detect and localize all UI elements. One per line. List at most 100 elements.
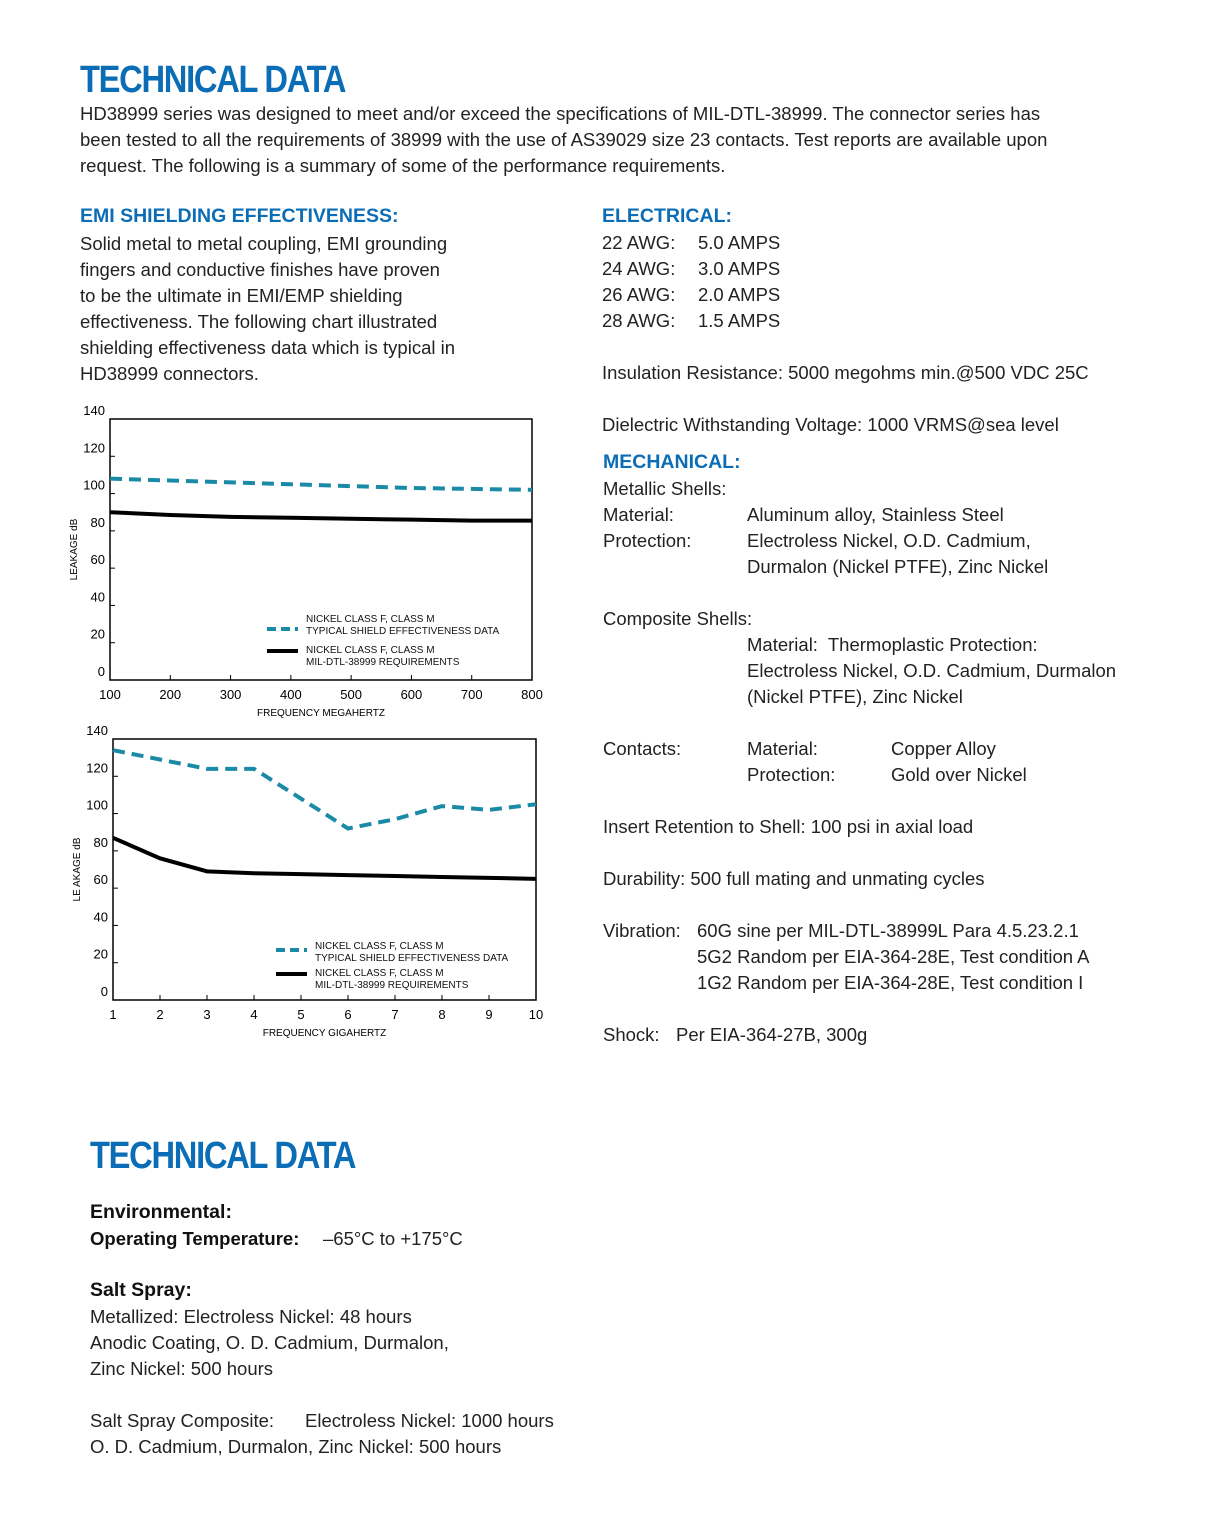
value: 1G2 Random per EIA-364-28E, Test conditi… bbox=[697, 972, 1084, 993]
heading: Salt Spray: bbox=[90, 1279, 192, 1301]
label: Protection: bbox=[603, 530, 692, 551]
label: Protection: bbox=[747, 764, 836, 785]
x-tick-label: 1 bbox=[109, 1007, 116, 1022]
label: 28 AWG: bbox=[602, 310, 676, 331]
y-axis-label: LEAKAGE dB bbox=[69, 518, 80, 580]
value: Electroless Nickel: 1000 hours bbox=[305, 1410, 554, 1431]
x-tick-label: 2 bbox=[156, 1007, 163, 1022]
plot-frame bbox=[109, 418, 533, 681]
heading: EMI SHIELDING EFFECTIVENESS: bbox=[80, 205, 399, 227]
value: Gold over Nickel bbox=[891, 764, 1027, 785]
value: Copper Alloy bbox=[891, 738, 996, 759]
y-tick-label: 100 bbox=[83, 478, 105, 493]
value: Electroless Nickel, O.D. Cadmium, bbox=[747, 530, 1031, 551]
y-tick-label: 120 bbox=[83, 440, 105, 455]
label: 26 AWG: bbox=[602, 284, 676, 305]
y-tick-label: 60 bbox=[94, 872, 108, 887]
x-tick-label: 100 bbox=[99, 687, 121, 702]
legend-label: NICKEL CLASS F, CLASS M MIL-DTL-38999 RE… bbox=[306, 645, 460, 668]
x-tick-label: 800 bbox=[521, 687, 543, 702]
value: 1.5 AMPS bbox=[698, 310, 781, 331]
intro: been tested to all the requirements of 3… bbox=[80, 129, 1048, 150]
text: Metallized: Electroless Nickel: 48 hours bbox=[90, 1306, 412, 1327]
x-tick-label: 5 bbox=[297, 1007, 304, 1022]
text: to be the ultimate in EMI/EMP shielding bbox=[80, 285, 403, 306]
x-tick-label: 700 bbox=[461, 687, 483, 702]
series-line bbox=[109, 510, 532, 523]
label: 24 AWG: bbox=[602, 258, 676, 279]
label: Salt Spray Composite: bbox=[90, 1410, 275, 1431]
value: 5.0 AMPS bbox=[698, 232, 781, 253]
label: Operating Temperature: bbox=[90, 1228, 300, 1249]
legend-label: NICKEL CLASS F, CLASS M MIL-DTL-38999 RE… bbox=[315, 968, 469, 991]
x-tick-label: 300 bbox=[220, 687, 242, 702]
y-tick-label: 20 bbox=[94, 947, 108, 962]
label: Vibration: bbox=[603, 920, 681, 941]
x-tick-label: 500 bbox=[340, 687, 362, 702]
y-axis-label: LE AKAGE dB bbox=[72, 837, 83, 901]
text: Solid metal to metal coupling, EMI groun… bbox=[80, 233, 448, 254]
x-tick-label: 3 bbox=[203, 1007, 210, 1022]
text: Insert Retention to Shell: 100 psi in ax… bbox=[603, 816, 974, 837]
x-tick-label: 4 bbox=[250, 1007, 257, 1022]
y-tick-label: 80 bbox=[91, 515, 105, 530]
y-tick-label: 120 bbox=[86, 760, 108, 775]
series-line bbox=[112, 748, 537, 831]
value: 3.0 AMPS bbox=[698, 258, 781, 279]
x-tick-label: 200 bbox=[159, 687, 181, 702]
title: TECHNICAL DATA bbox=[90, 1135, 356, 1177]
text: shielding effectiveness data which is ty… bbox=[80, 337, 456, 358]
text: effectiveness. The following chart illus… bbox=[80, 311, 438, 332]
x-tick-label: 9 bbox=[485, 1007, 492, 1022]
y-tick-label: 60 bbox=[91, 552, 105, 567]
title: TECHNICAL DATA bbox=[80, 59, 346, 101]
heading: ELECTRICAL: bbox=[602, 205, 732, 227]
value: –65°C to +175°C bbox=[323, 1228, 463, 1249]
legend-label: NICKEL CLASS F, CLASS M TYPICAL SHIELD E… bbox=[306, 614, 500, 637]
text: Anodic Coating, O. D. Cadmium, Durmalon, bbox=[90, 1332, 449, 1353]
text: Insulation Resistance: 5000 megohms min.… bbox=[602, 362, 1089, 383]
heading: MECHANICAL: bbox=[603, 451, 741, 473]
x-tick-label: 10 bbox=[529, 1007, 543, 1022]
text: Zinc Nickel: 500 hours bbox=[90, 1358, 274, 1379]
value: (Nickel PTFE), Zinc Nickel bbox=[747, 686, 963, 707]
series-line bbox=[109, 476, 533, 492]
y-tick-label: 140 bbox=[83, 403, 105, 418]
value: Aluminum alloy, Stainless Steel bbox=[747, 504, 1004, 525]
plot-frame bbox=[112, 738, 537, 1001]
value: 5G2 Random per EIA-364-28E, Test conditi… bbox=[697, 946, 1090, 967]
intro: HD38999 series was designed to meet and/… bbox=[80, 103, 1041, 124]
legend-label: NICKEL CLASS F, CLASS M TYPICAL SHIELD E… bbox=[315, 941, 509, 964]
x-tick-label: 400 bbox=[280, 687, 302, 702]
text: Composite Shells: bbox=[603, 608, 753, 629]
value: 60G sine per MIL-DTL-38999L Para 4.5.23.… bbox=[697, 920, 1079, 941]
y-tick-label: 80 bbox=[94, 835, 108, 850]
x-tick-label: 600 bbox=[401, 687, 423, 702]
label: Contacts: bbox=[603, 738, 682, 759]
y-tick-label: 0 bbox=[98, 664, 105, 679]
series-line bbox=[112, 835, 537, 881]
text: HD38999 connectors. bbox=[80, 363, 259, 384]
x-tick-label: 6 bbox=[344, 1007, 351, 1022]
y-tick-label: 40 bbox=[94, 909, 108, 924]
y-tick-label: 0 bbox=[101, 984, 108, 999]
heading: Environmental: bbox=[90, 1201, 232, 1223]
x-axis-label: FREQUENCY MEGAHERTZ bbox=[257, 708, 385, 719]
x-tick-label: 7 bbox=[391, 1007, 398, 1022]
label: 22 AWG: bbox=[602, 232, 676, 253]
text: O. D. Cadmium, Durmalon, Zinc Nickel: 50… bbox=[90, 1436, 502, 1457]
y-tick-label: 140 bbox=[86, 723, 108, 738]
x-tick-label: 8 bbox=[438, 1007, 445, 1022]
label: Material: bbox=[747, 738, 818, 759]
label: Material: bbox=[603, 504, 674, 525]
value: 2.0 AMPS bbox=[698, 284, 781, 305]
text: Dielectric Withstanding Voltage: 1000 VR… bbox=[602, 414, 1059, 435]
text: Metallic Shells: bbox=[603, 478, 727, 499]
value: Material: Thermoplastic Protection: bbox=[747, 634, 1038, 655]
y-tick-label: 20 bbox=[91, 627, 105, 642]
x-axis-label: FREQUENCY GIGAHERTZ bbox=[263, 1028, 387, 1039]
value: Electroless Nickel, O.D. Cadmium, Durmal… bbox=[747, 660, 1117, 681]
text: fingers and conductive finishes have pro… bbox=[80, 259, 440, 280]
